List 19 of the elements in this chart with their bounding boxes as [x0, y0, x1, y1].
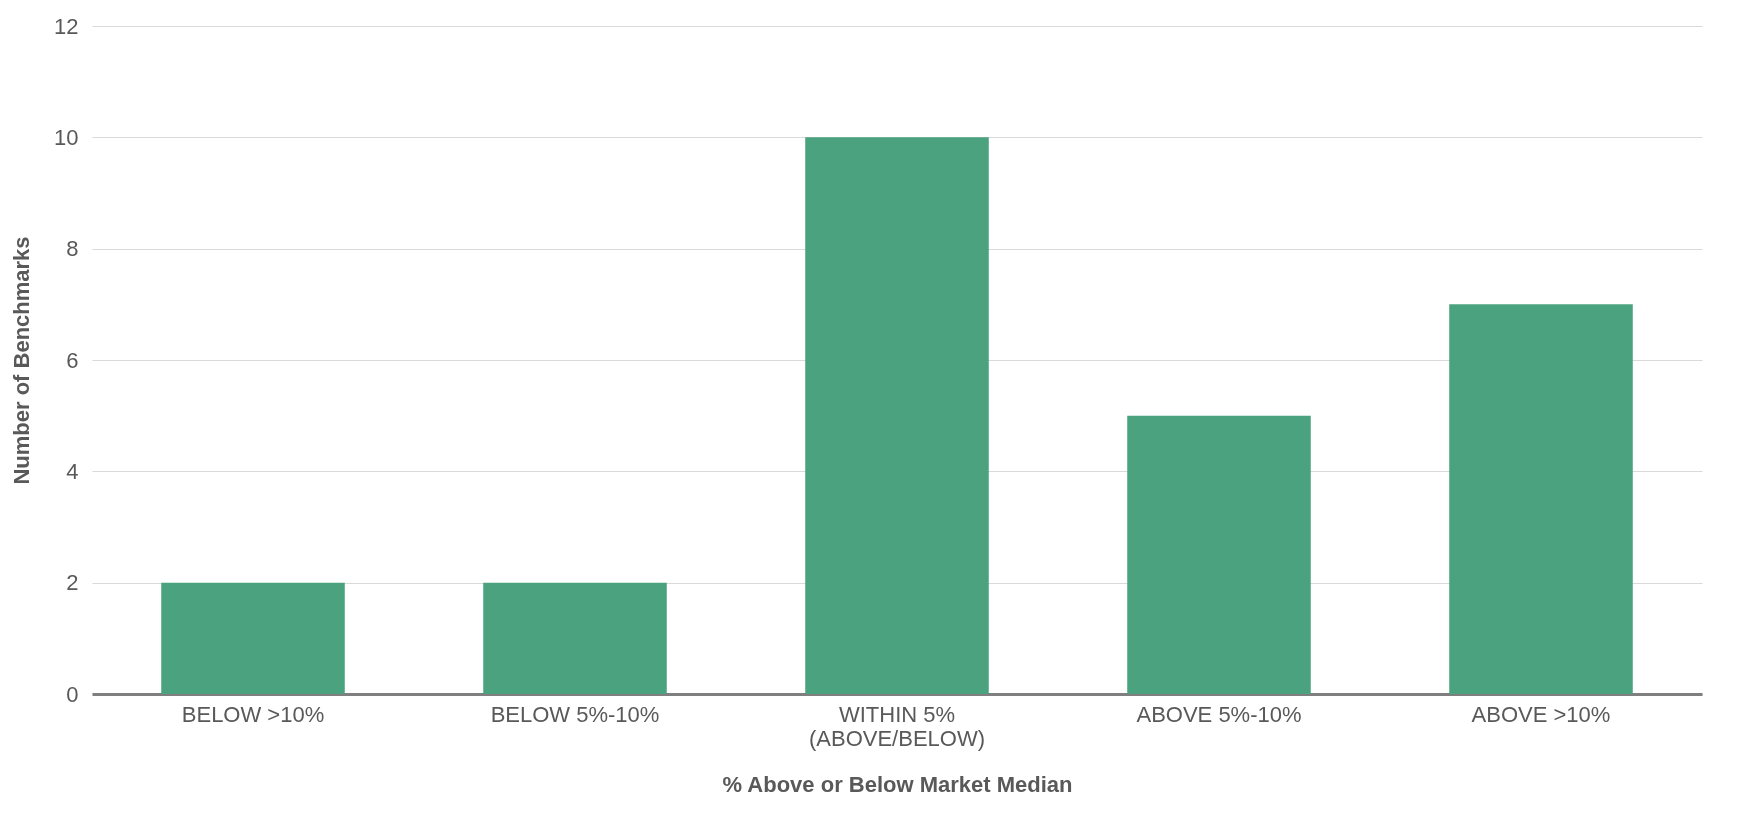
bar: [161, 582, 345, 694]
x-tick-label: ABOVE >10%: [1471, 701, 1611, 727]
bar: [483, 582, 667, 694]
bar: [1449, 304, 1633, 694]
bar: [805, 137, 989, 694]
y-axis-title: Number of Benchmarks: [9, 236, 35, 485]
y-tick-label: 10: [54, 124, 79, 150]
x-tick-label: BELOW >10%: [181, 701, 325, 727]
y-tick-label: 8: [66, 236, 79, 262]
y-tick-label: 4: [66, 458, 79, 484]
bar: [1127, 415, 1311, 694]
y-tick-label: 6: [66, 347, 79, 373]
x-tick-label: ABOVE 5%-10%: [1136, 701, 1302, 727]
y-tick-label: 12: [54, 13, 79, 39]
y-tick-label: 2: [66, 570, 79, 596]
x-tick-label: WITHIN 5% (ABOVE/BELOW): [808, 701, 986, 751]
y-tick-label: 0: [66, 681, 79, 707]
x-tick-label: BELOW 5%-10%: [490, 701, 660, 727]
x-axis-title: % Above or Below Market Median: [722, 771, 1073, 797]
